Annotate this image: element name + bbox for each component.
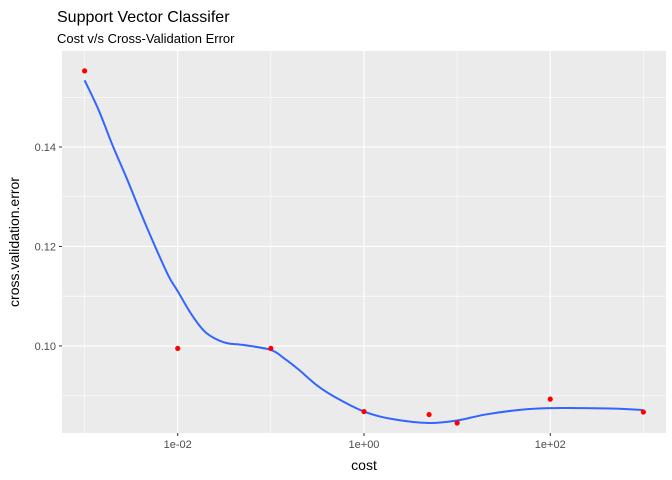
data-point [268, 345, 274, 352]
axis-tick-labels: 1e-02 1e+00 1e+02 0.10 0.12 0.14 [35, 142, 566, 451]
data-point [361, 408, 367, 415]
x-axis-title: cost [351, 457, 377, 473]
x-tick-label: 1e+00 [349, 439, 380, 451]
y-tick-label: 0.12 [35, 241, 56, 253]
major-gridlines [62, 51, 666, 433]
data-point [640, 409, 646, 415]
chart-title: Support Vector Classifer [57, 9, 230, 26]
chart-subtitle: Cost v/s Cross-Validation Error [57, 31, 235, 46]
data-point [175, 345, 181, 352]
x-tick-label: 1e-02 [164, 439, 192, 451]
data-point [547, 396, 553, 402]
y-tick-label: 0.10 [35, 341, 56, 353]
y-tick-label: 0.14 [35, 142, 56, 154]
data-point [81, 68, 88, 74]
data-point [454, 420, 460, 426]
axis-ticks [59, 146, 551, 436]
x-tick-label: 1e+02 [535, 439, 566, 451]
y-axis-title: cross.validation.error [6, 177, 22, 307]
smooth-trend-line [83, 79, 644, 425]
data-points [81, 68, 646, 426]
data-point [426, 411, 432, 418]
